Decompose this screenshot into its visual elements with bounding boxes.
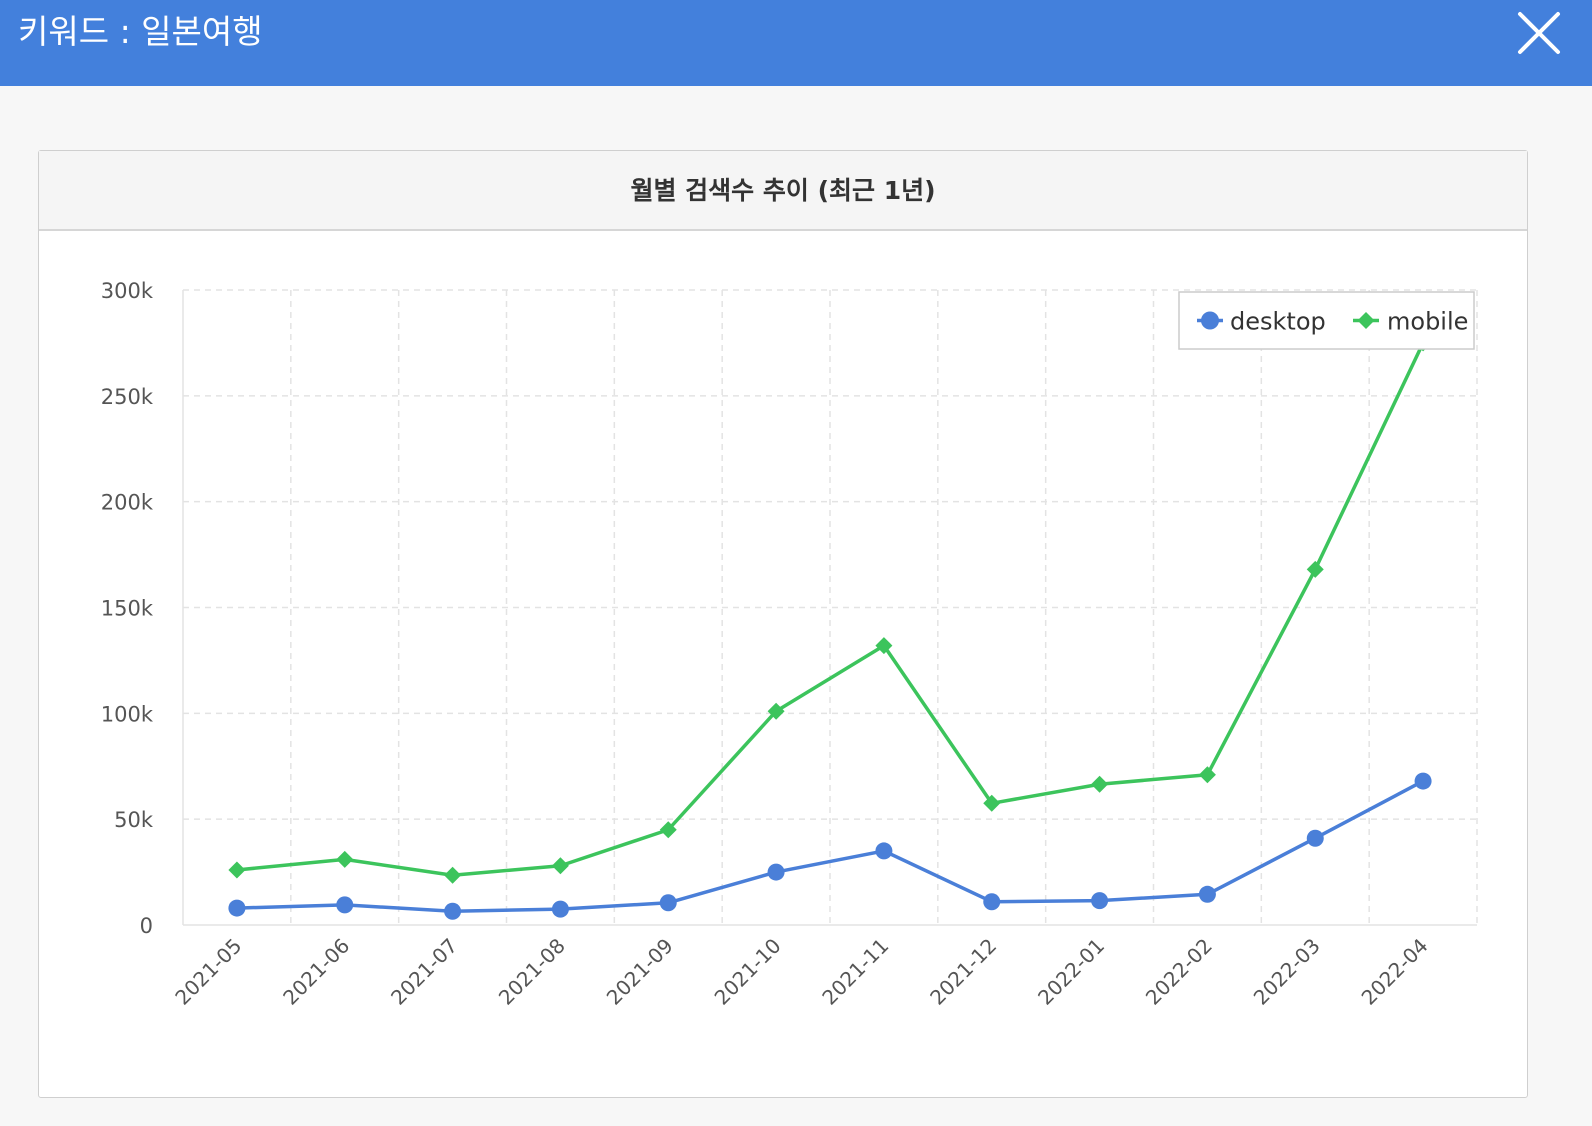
x-tick-label: 2021-08 (494, 934, 570, 1010)
x-tick-label: 2022-04 (1357, 934, 1433, 1010)
y-tick-label: 200k (101, 491, 154, 515)
data-point-desktop (767, 863, 785, 881)
close-button[interactable] (1512, 6, 1566, 60)
chart-title: 월별 검색수 추이 (최근 1년) (630, 176, 936, 205)
y-tick-label: 100k (101, 702, 154, 726)
x-tick-label: 2021-10 (710, 934, 786, 1010)
series-line-desktop (236, 779, 1424, 913)
data-point-mobile (551, 857, 569, 875)
data-point-desktop (551, 900, 569, 918)
y-tick-label: 150k (101, 597, 154, 621)
data-point-desktop (1306, 829, 1324, 847)
keyword-title: 키워드 : 일본여행 (18, 12, 263, 51)
data-point-desktop (444, 902, 462, 920)
data-point-mobile (875, 637, 893, 655)
data-point-desktop (983, 893, 1001, 911)
data-point-desktop (336, 896, 354, 914)
x-tick-label: 2021-07 (386, 934, 462, 1010)
data-point-desktop (875, 842, 893, 860)
data-point-desktop (1091, 892, 1109, 910)
data-point-mobile (1198, 766, 1216, 784)
data-point-mobile (444, 866, 462, 884)
legend-marker-desktop (1201, 311, 1219, 330)
y-tick-label: 300k (101, 279, 154, 303)
data-point-mobile (659, 821, 677, 839)
y-tick-label: 250k (101, 385, 154, 409)
data-point-mobile (1091, 775, 1109, 793)
x-tick-label: 2021-11 (817, 934, 893, 1010)
data-point-mobile (983, 794, 1001, 812)
data-point-mobile (228, 861, 246, 879)
x-tick-label: 2022-02 (1141, 934, 1217, 1010)
legend-marker-mobile (1357, 312, 1375, 329)
legend-label-desktop: desktop (1230, 308, 1326, 336)
data-point-mobile (336, 850, 354, 868)
title-bar: 키워드 : 일본여행 (0, 0, 1592, 86)
x-tick-label: 2021-06 (278, 934, 354, 1010)
x-tick-label: 2021-12 (925, 934, 1001, 1010)
close-icon (1518, 12, 1560, 54)
x-tick-label: 2022-01 (1033, 934, 1109, 1010)
y-tick-label: 0 (140, 914, 153, 938)
series-line-mobile (236, 342, 1425, 878)
data-point-mobile (1306, 560, 1324, 578)
x-tick-label: 2021-09 (602, 934, 678, 1010)
legend-label-mobile: mobile (1387, 308, 1468, 336)
x-tick-label: 2022-03 (1249, 934, 1325, 1010)
data-point-desktop (659, 894, 677, 912)
data-point-mobile (767, 702, 785, 720)
y-tick-label: 50k (114, 808, 154, 832)
chart-legend (1178, 291, 1475, 350)
x-tick-label: 2021-05 (170, 934, 246, 1010)
data-point-desktop (1414, 772, 1432, 790)
chart-card-header: 월별 검색수 추이 (최근 1년) (39, 151, 1527, 231)
data-point-desktop (1198, 885, 1216, 903)
data-point-desktop (228, 899, 246, 917)
